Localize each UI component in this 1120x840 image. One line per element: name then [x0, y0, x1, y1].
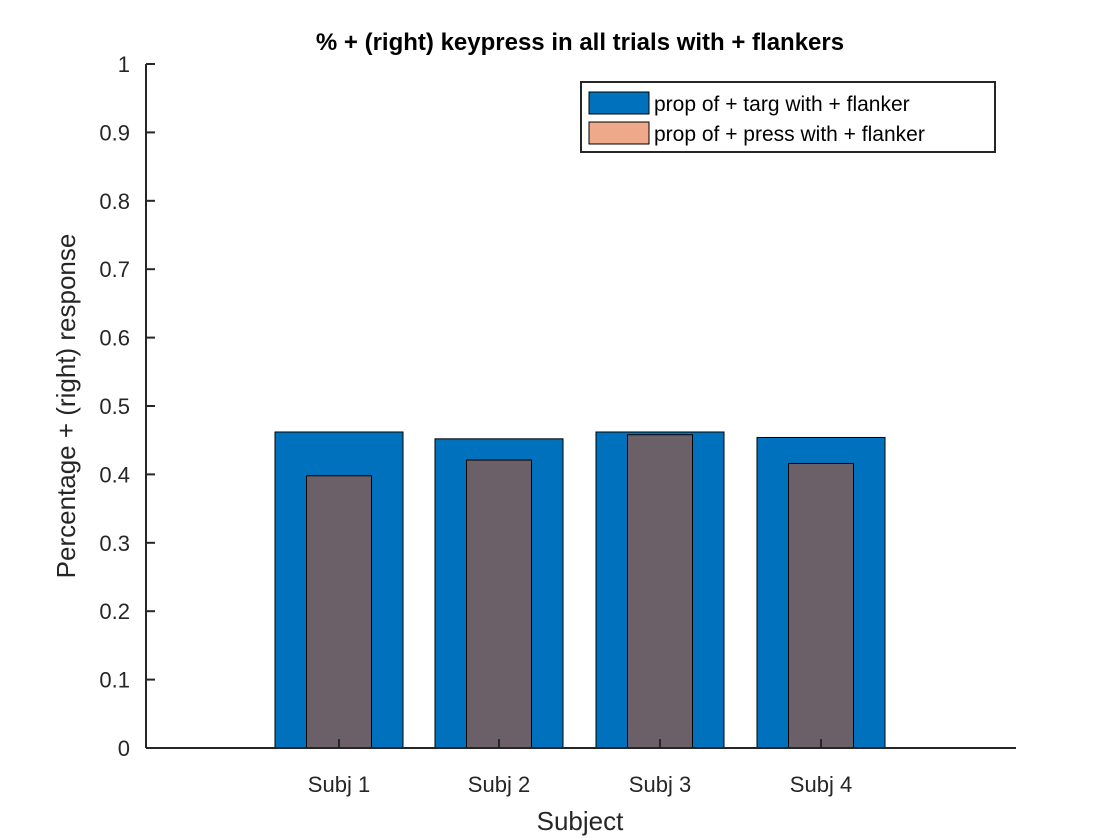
- bars-group: [274, 431, 886, 749]
- y-tick-label: 1: [118, 52, 130, 77]
- x-tick-label: Subj 3: [629, 772, 691, 797]
- x-tick-label: Subj 4: [790, 772, 852, 797]
- legend-label-press: prop of + press with + flanker: [654, 123, 925, 146]
- legend-swatch-targ: [588, 91, 650, 115]
- y-tick-label: 0.9: [99, 120, 130, 145]
- legend-swatch-press: [588, 121, 650, 145]
- y-axis-label: Percentage + (right) response: [51, 234, 81, 579]
- x-tick-label: Subj 2: [468, 772, 530, 797]
- bar-press: [788, 462, 854, 749]
- y-tick-label: 0.1: [99, 668, 130, 693]
- y-tick-label: 0.7: [99, 257, 130, 282]
- bar-press: [466, 459, 532, 749]
- bar-press: [627, 434, 693, 749]
- y-tick-label: 0: [118, 736, 130, 761]
- legend: prop of + targ with + flanker prop of + …: [580, 81, 996, 153]
- legend-label-targ: prop of + targ with + flanker: [654, 93, 910, 116]
- y-tick-label: 0.3: [99, 531, 130, 556]
- ticks-group: 0 0.1 0.2 0.3 0.4 0.5 0.6 0.7 0.8 0.9 1 Subj 1 Subj …: [99, 52, 852, 797]
- x-tick-label: Subj 1: [308, 772, 370, 797]
- x-axis-label: Subject: [537, 806, 624, 836]
- y-tick-label: 0.6: [99, 326, 130, 351]
- y-tick-label: 0.2: [99, 599, 130, 624]
- legend-box: [580, 81, 996, 153]
- y-tick-label: 0.8: [99, 189, 130, 214]
- y-tick-label: 0.5: [99, 394, 130, 419]
- chart-title: % + (right) keypress in all trials with …: [316, 29, 844, 56]
- bar-press: [306, 475, 372, 749]
- y-tick-label: 0.4: [99, 462, 130, 487]
